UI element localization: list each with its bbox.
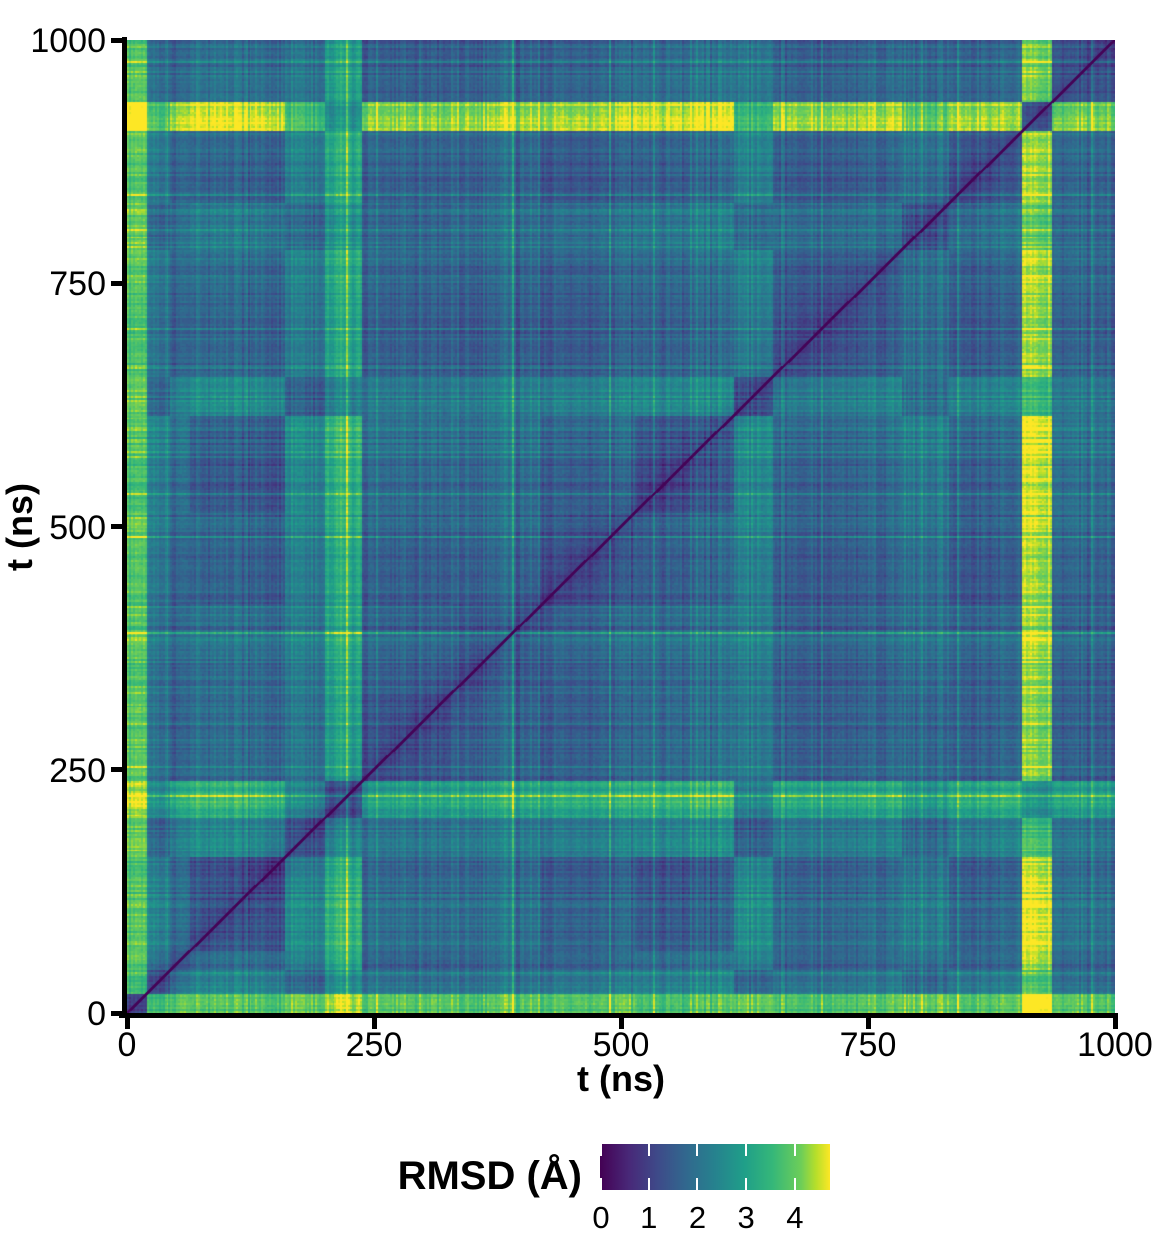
colorbar-tick-mark <box>793 1178 796 1190</box>
colorbar-tick-label: 2 <box>688 1200 707 1235</box>
colorbar-tick-mark <box>696 1178 699 1190</box>
y-axis-line <box>122 37 127 1018</box>
y-tick-label: 1000 <box>30 22 106 60</box>
y-tick-mark <box>111 1010 122 1016</box>
y-axis-title: t (ns) <box>0 482 40 571</box>
x-tick-label: 1000 <box>1077 1026 1152 1064</box>
colorbar-tick-mark <box>600 1144 602 1156</box>
x-tick-mark <box>618 1018 624 1029</box>
legend-title: RMSD (Å) <box>397 1154 582 1198</box>
y-tick-label: 500 <box>49 508 106 547</box>
y-tick-mark <box>111 280 122 286</box>
x-tick-mark <box>1112 1018 1118 1029</box>
x-tick-label: 0 <box>117 1026 137 1064</box>
x-tick-label: 250 <box>345 1026 403 1064</box>
x-tick-label: 500 <box>592 1026 650 1064</box>
x-axis-line <box>119 1013 1118 1018</box>
colorbar <box>600 1144 830 1190</box>
rmsd-heatmap <box>127 40 1115 1013</box>
x-tick-label: 750 <box>839 1026 897 1064</box>
colorbar-tick-mark <box>647 1144 650 1156</box>
y-tick-label: 750 <box>49 265 106 304</box>
x-tick-mark <box>124 1018 130 1029</box>
colorbar-tick-mark <box>600 1178 602 1190</box>
colorbar-tick-mark <box>647 1178 650 1190</box>
colorbar-tick-label: 1 <box>640 1200 658 1235</box>
colorbar-tick-label: 4 <box>786 1200 804 1235</box>
y-tick-label: 0 <box>87 995 106 1033</box>
colorbar-tick-mark <box>793 1144 796 1156</box>
colorbar-tick-mark <box>745 1178 748 1190</box>
colorbar-tick-mark <box>696 1144 699 1156</box>
y-tick-label: 250 <box>49 751 106 790</box>
x-axis-title: t (ns) <box>577 1058 665 1099</box>
x-tick-mark <box>371 1018 377 1029</box>
colorbar-tick-mark <box>745 1144 748 1156</box>
colorbar-tick-label: 0 <box>592 1200 610 1235</box>
colorbar-tick-label: 3 <box>737 1200 755 1235</box>
y-tick-mark <box>111 524 122 529</box>
y-tick-mark <box>111 37 122 43</box>
y-tick-mark <box>111 767 122 773</box>
x-tick-mark <box>865 1018 871 1029</box>
